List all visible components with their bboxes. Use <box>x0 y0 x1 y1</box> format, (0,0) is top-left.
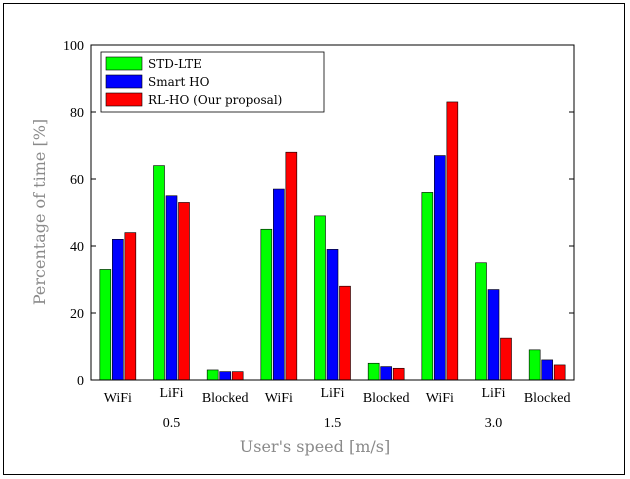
x-axis-ticks: WiFi LiFi Blocked WiFi LiFi Blocked WiFi LiFi Bl… <box>104 386 571 406</box>
legend-swatch <box>105 92 143 107</box>
bar <box>475 262 487 381</box>
plot-area <box>90 44 575 381</box>
bar <box>124 232 137 381</box>
x-tick-label: WiFi <box>104 391 132 406</box>
bar <box>178 202 190 381</box>
y-tick-label: 0 <box>77 374 84 389</box>
bar <box>285 151 298 381</box>
y-tick-label: 60 <box>70 173 84 188</box>
bar <box>112 239 124 381</box>
bar <box>206 369 219 381</box>
x-tick-label: WiFi <box>426 391 454 406</box>
bar <box>446 101 459 381</box>
bar <box>326 249 339 381</box>
x-axis-title: User's speed [m/s] <box>240 437 390 456</box>
bar <box>528 349 541 381</box>
x-tick-label: Blocked <box>524 391 571 406</box>
bar <box>273 188 285 381</box>
legend-swatch <box>105 56 143 71</box>
y-tick-label: 80 <box>70 106 84 121</box>
legend-swatch <box>105 74 143 89</box>
bar <box>260 228 273 381</box>
y-axis-ticks: 0 20 40 60 80 100 <box>63 39 574 389</box>
x-tick-label: LiFi <box>481 386 505 401</box>
y-tick-label: 40 <box>70 240 84 255</box>
y-tick-label: 20 <box>70 307 84 322</box>
legend-items: STD-LTE Smart HO RL-HO (Our proposal) <box>105 56 282 107</box>
speed-group-label: 1.5 <box>324 416 342 431</box>
legend-label: STD-LTE <box>148 57 202 71</box>
x-tick-label: LiFi <box>159 386 183 401</box>
bar <box>99 269 112 381</box>
bar <box>165 195 178 381</box>
speed-group-label: 0.5 <box>163 416 181 431</box>
bar <box>553 364 566 381</box>
bar <box>367 362 380 381</box>
y-tick-label: 100 <box>63 39 84 54</box>
bar <box>314 215 326 381</box>
bar <box>339 285 351 381</box>
bar <box>380 366 392 381</box>
bar <box>434 155 446 381</box>
bar <box>153 165 165 381</box>
legend-label: RL-HO (Our proposal) <box>148 93 282 107</box>
x-tick-label: LiFi <box>320 386 344 401</box>
bar <box>500 337 512 381</box>
speed-group-labels: 0.5 1.5 3.0 <box>163 416 503 431</box>
bars-layer <box>99 101 566 381</box>
speed-group-label: 3.0 <box>485 416 503 431</box>
legend: STD-LTE Smart HO RL-HO (Our proposal) <box>100 51 325 113</box>
legend-label: Smart HO <box>148 75 210 89</box>
bar <box>421 192 434 381</box>
bar <box>219 371 231 381</box>
x-tick-label: Blocked <box>202 391 249 406</box>
bar <box>487 289 500 381</box>
x-tick-label: WiFi <box>265 391 293 406</box>
y-axis-title: Percentage of time [%] <box>30 119 49 305</box>
bar <box>231 371 244 381</box>
bar <box>392 367 405 381</box>
bar <box>541 359 553 381</box>
x-tick-label: Blocked <box>363 391 410 406</box>
